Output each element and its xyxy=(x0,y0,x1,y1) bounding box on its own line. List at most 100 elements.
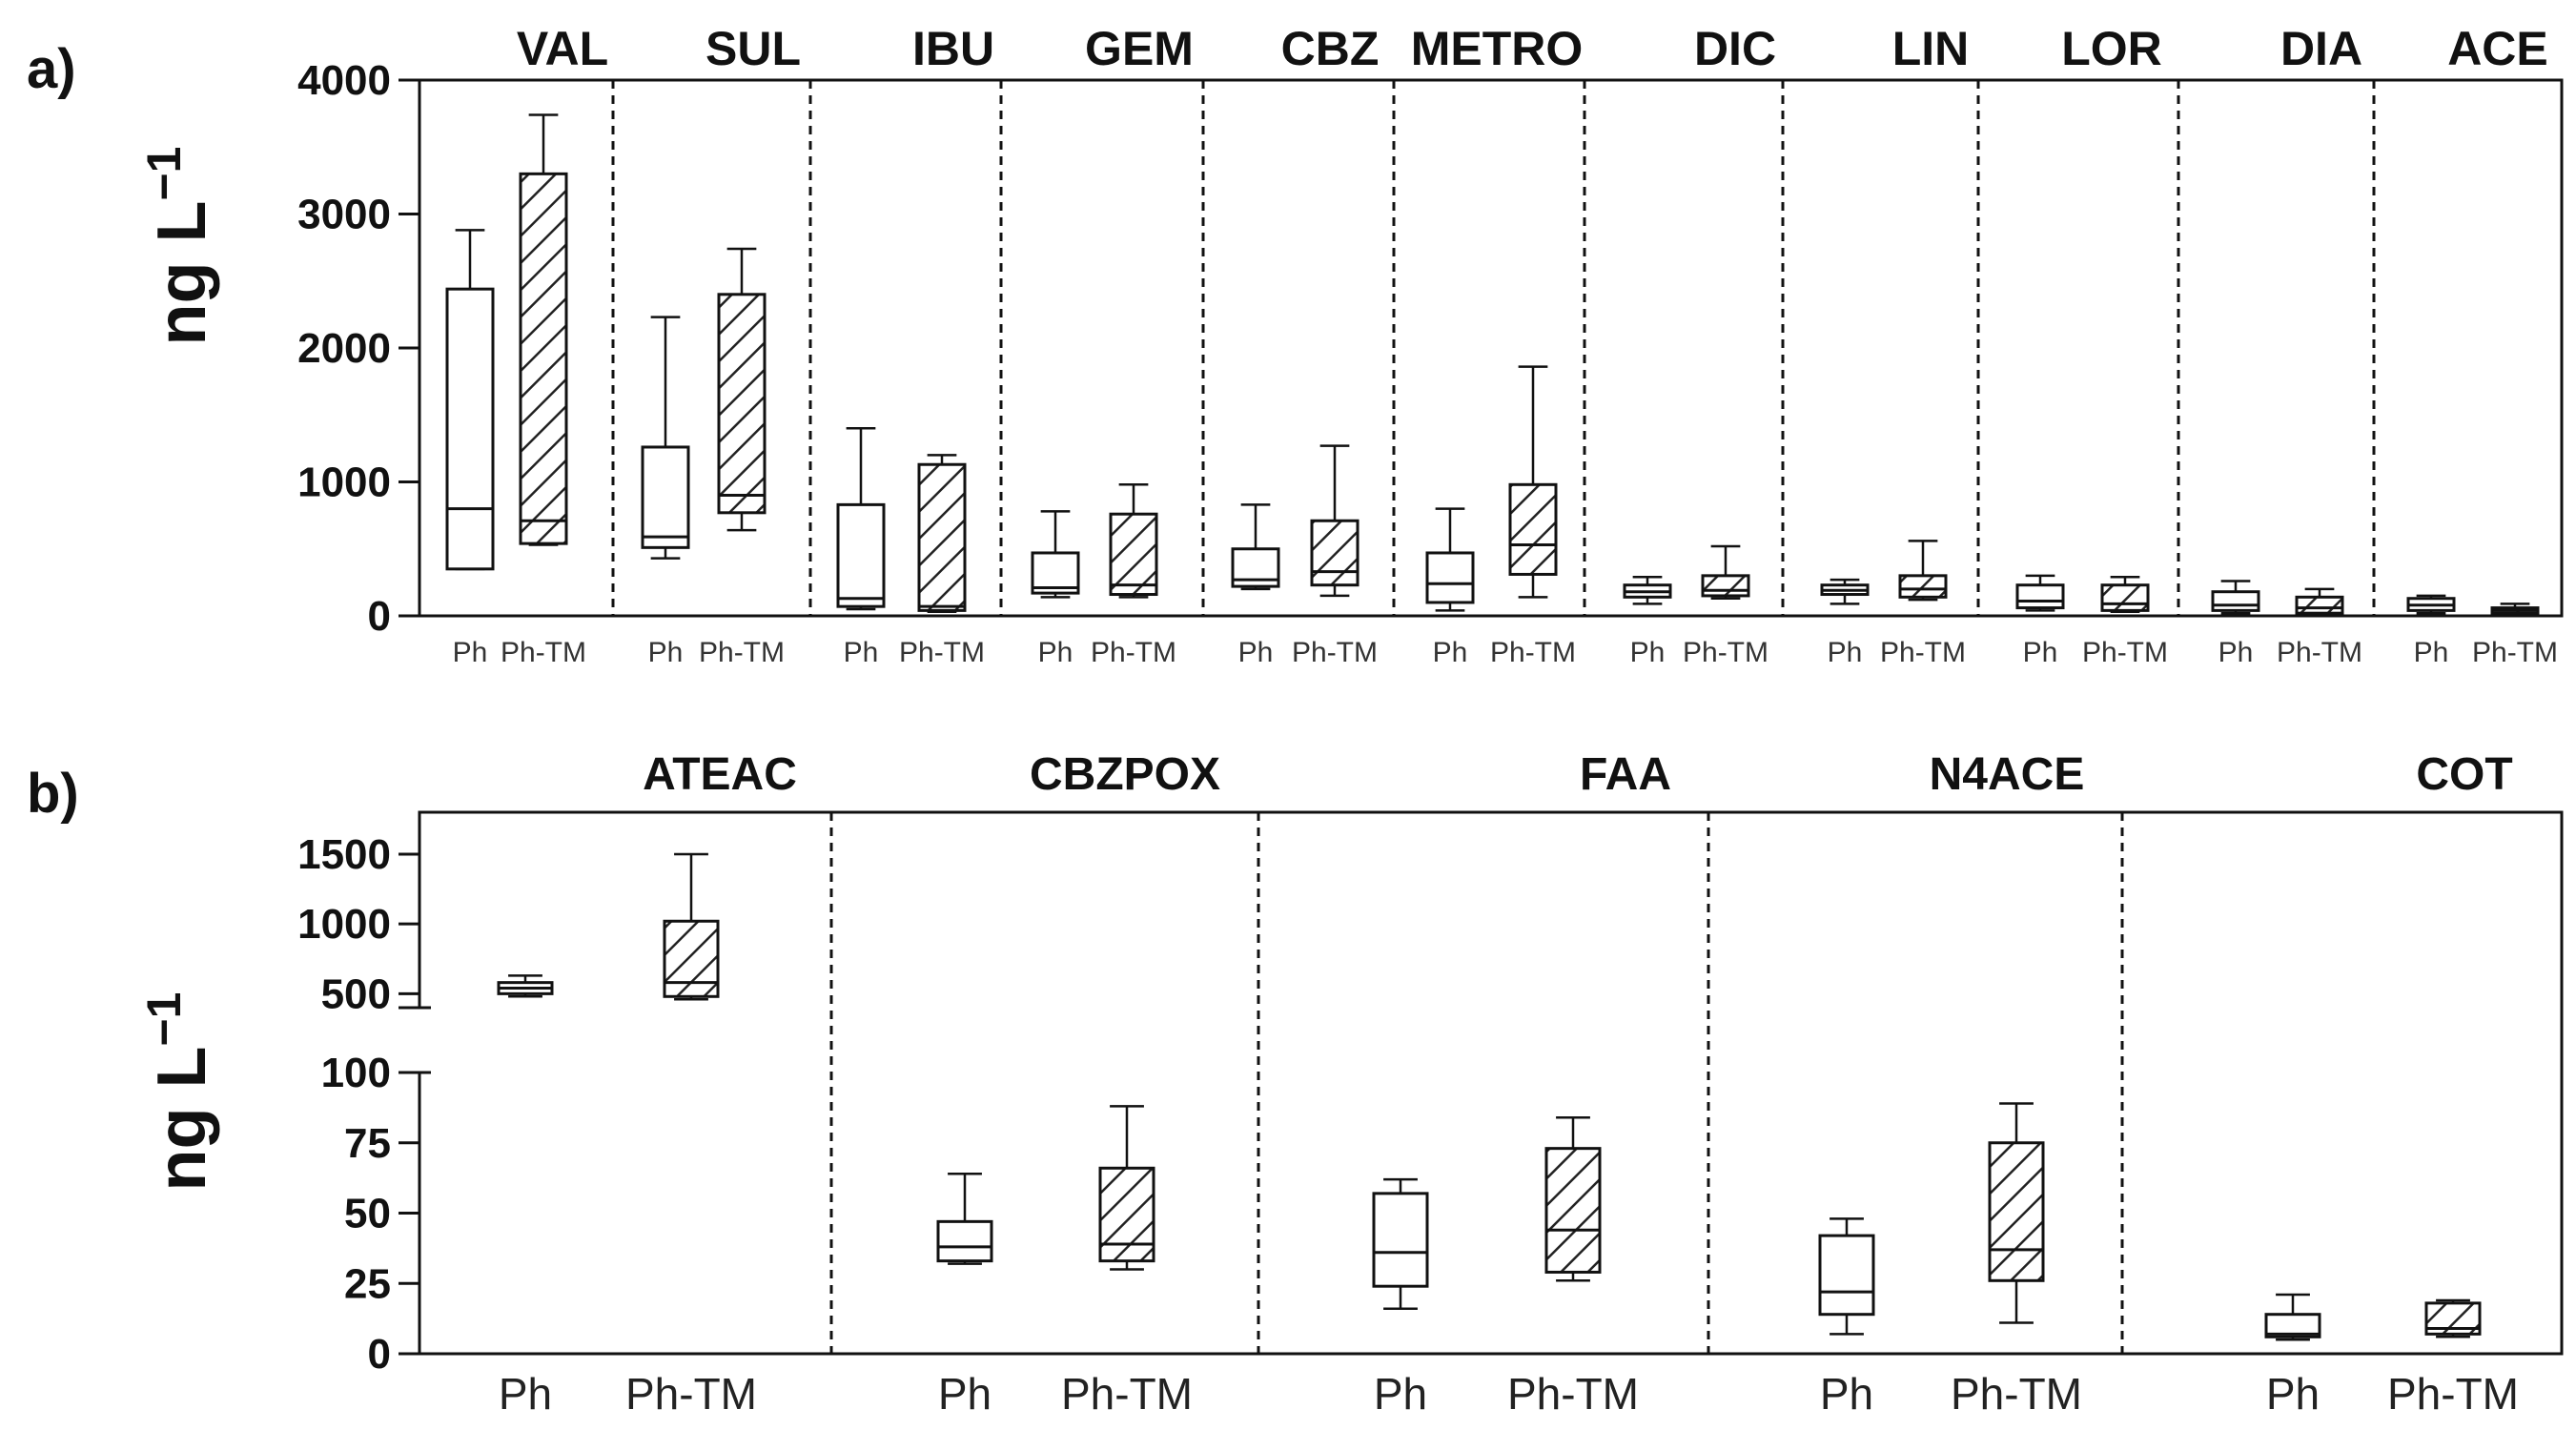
panel-b-y-tick-label: 75 xyxy=(344,1120,391,1167)
panel-b-y-tick-label: 0 xyxy=(368,1331,391,1378)
panel-a-box xyxy=(641,316,690,560)
panel-b-group-title: ATEAC xyxy=(643,749,797,800)
box-body-hatched xyxy=(1701,574,1750,598)
box-body xyxy=(2015,583,2065,610)
panel-b-box xyxy=(2424,1298,2482,1338)
panel-b-x-tick-label: Ph-TM xyxy=(1061,1369,1193,1419)
panel-a-y-tick-label: 4000 xyxy=(297,57,391,104)
box-body xyxy=(1818,1234,1875,1317)
panel-b-box xyxy=(1098,1105,1155,1271)
panel-b-box xyxy=(1544,1115,1602,1282)
panel-b-x-tick-label: Ph-TM xyxy=(2387,1369,2519,1419)
box-body xyxy=(1372,1192,1429,1288)
panel-b-group-title: CBZPOX xyxy=(1030,749,1220,800)
panel-a: a) ng L−1 0 1000 2000 3000 4000 VAL Ph Ph-TM SU… xyxy=(27,22,2564,668)
panel-a-x-tick-label: Ph-TM xyxy=(501,637,586,668)
panel-a-group-title: METRO xyxy=(1411,22,1584,75)
box-body-hatched xyxy=(519,172,568,545)
panel-a-group-title: IBU xyxy=(912,22,994,75)
panel-b-y-axis-unit: ng L xyxy=(144,1047,220,1192)
panel-a-x-tick-label: Ph xyxy=(453,637,488,668)
panel-a-x-tick-label: Ph-TM xyxy=(2277,637,2362,668)
panel-a-group-title: DIC xyxy=(1694,22,1776,75)
panel-b-x-tick-label: Ph xyxy=(938,1369,992,1419)
panel-a-group-title: CBZ xyxy=(1281,22,1380,75)
panel-b-y-tick-label: 25 xyxy=(344,1260,391,1307)
box-body-hatched xyxy=(663,919,720,998)
panel-a-x-tick-label: Ph xyxy=(648,637,684,668)
box-body-hatched xyxy=(1098,1166,1155,1263)
panel-a-group-title: SUL xyxy=(705,22,801,75)
panel-b-x-tick-label: Ph-TM xyxy=(625,1369,757,1419)
panel-b-y-tick-label: 500 xyxy=(321,970,391,1017)
panel-a-x-tick-label: Ph xyxy=(1238,637,1274,668)
panel-b-x-tick-label: Ph-TM xyxy=(1951,1369,2082,1419)
panel-a-box xyxy=(1425,507,1475,612)
panel-a-group-title: VAL xyxy=(517,22,608,75)
panel-b-x-tick-label: Ph xyxy=(1820,1369,1873,1419)
box-body xyxy=(836,502,886,608)
panel-a-x-tick-label: Ph-TM xyxy=(2472,637,2558,668)
panel-b-group-title: N4ACE xyxy=(1930,749,2085,800)
panel-a-x-tick-label: Ph-TM xyxy=(1292,637,1378,668)
panel-a-x-tick-label: Ph xyxy=(2414,637,2449,668)
box-body-hatched xyxy=(1109,512,1158,597)
panel-a-box xyxy=(1031,510,1080,599)
box-body-hatched xyxy=(2100,583,2150,612)
panel-a-y-tick-label: 2000 xyxy=(297,325,391,372)
panel-a-x-tick-label: Ph-TM xyxy=(699,637,785,668)
box-body-hatched xyxy=(2295,595,2344,615)
panel-a-x-tick-label: Ph-TM xyxy=(899,637,985,668)
panel-a-x-tick-label: Ph-TM xyxy=(2082,637,2168,668)
panel-a-y-tick-label: 3000 xyxy=(297,192,391,238)
panel-a-y-tick-label: 0 xyxy=(368,593,391,640)
box-body xyxy=(2211,590,2260,612)
panel-a-y-axis-exponent: −1 xyxy=(137,147,191,201)
box-body xyxy=(2264,1313,2321,1338)
panel-a-box xyxy=(717,247,767,532)
panel-b-axis-break-gap xyxy=(410,1008,429,1072)
box-body-hatched xyxy=(1508,482,1558,576)
box-body-hatched xyxy=(1898,574,1948,599)
panel-a-box xyxy=(1820,578,1870,605)
panel-a-box xyxy=(1310,444,1360,598)
panel-a-x-tick-label: Ph xyxy=(1828,637,1863,668)
panel-a-y-axis-unit: ng L xyxy=(144,201,220,346)
panel-a-x-tick-label: Ph xyxy=(1038,637,1073,668)
panel-b-y-axis-exponent: −1 xyxy=(137,992,191,1047)
panel-a-x-tick-label: Ph xyxy=(2218,637,2254,668)
panel-a-box xyxy=(836,427,886,611)
panel-b-x-tick-label: Ph-TM xyxy=(1507,1369,1639,1419)
panel-a-x-tick-label: Ph xyxy=(1630,637,1666,668)
panel-a-x-tick-label: Ph-TM xyxy=(1490,637,1576,668)
panel-a-box xyxy=(519,113,568,546)
panel-b-group-title: FAA xyxy=(1580,749,1671,800)
panel-b-y-axis-label: ng L−1 xyxy=(137,992,220,1192)
panel-a-box xyxy=(2211,580,2260,615)
panel-a-group-title: ACE xyxy=(2447,22,2548,75)
box-body-hatched xyxy=(917,462,967,612)
panel-b-y-tick-label: 1000 xyxy=(297,901,391,948)
panel-a-label: a) xyxy=(27,38,76,100)
box-body xyxy=(936,1219,993,1263)
panel-b: b) ng L−1 0 25 50 75 100 500 1000 1500 ATEAC Ph P… xyxy=(27,749,2564,1419)
panel-b-x-tick-label: Ph xyxy=(2266,1369,2320,1419)
panel-b-y-tick-label: 50 xyxy=(344,1191,391,1237)
box-body xyxy=(445,287,495,571)
box-body-hatched xyxy=(1988,1141,2045,1282)
panel-b-y-tick-label: 1500 xyxy=(297,831,391,878)
panel-b-box xyxy=(663,852,720,1001)
panel-b-box xyxy=(2264,1293,2321,1341)
panel-a-group-title: LIN xyxy=(1892,22,1970,75)
panel-b-box xyxy=(1818,1217,1875,1336)
panel-b-plot-frame xyxy=(418,810,2564,1356)
panel-a-box xyxy=(1508,365,1558,599)
panel-b-label: b) xyxy=(27,763,79,825)
panel-a-box xyxy=(1898,540,1948,602)
box-body-hatched xyxy=(1310,519,1360,587)
panel-a-group-title: DIA xyxy=(2280,22,2362,75)
panel-b-box xyxy=(1372,1177,1429,1311)
panel-a-group-title: GEM xyxy=(1085,22,1194,75)
panel-a-box xyxy=(917,454,967,614)
panel-b-box xyxy=(936,1172,993,1265)
